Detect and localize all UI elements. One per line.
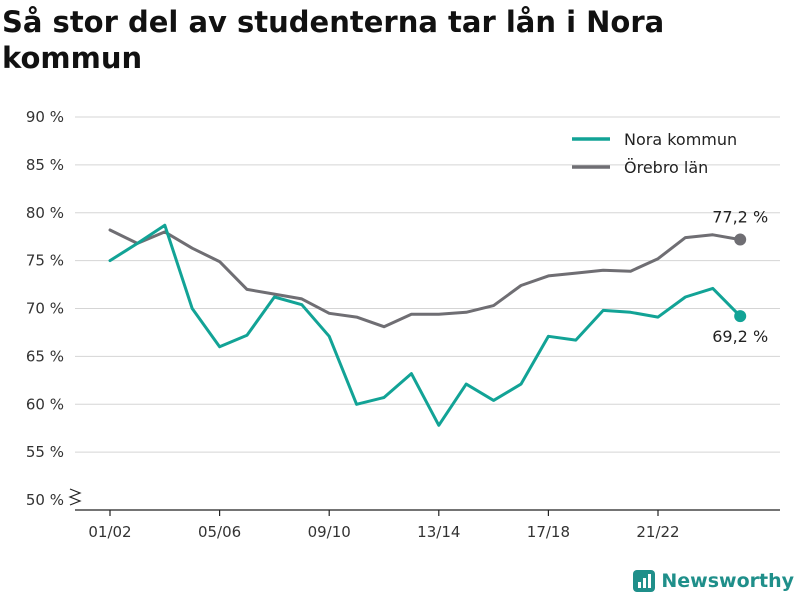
end-value-label: 77,2 % (712, 208, 768, 227)
legend-label: Örebro län (624, 158, 708, 177)
series-line-orebro (108, 228, 742, 329)
y-tick-label: 80 % (26, 204, 64, 222)
y-tick-label: 60 % (26, 395, 64, 413)
x-tick-label: 17/18 (527, 523, 570, 541)
axis-break-icon (68, 488, 82, 506)
x-tick-label: 09/10 (308, 523, 351, 541)
end-marker (734, 310, 747, 323)
gridlines (75, 116, 780, 453)
y-tick-label: 70 % (26, 300, 64, 318)
y-tick-label: 50 % (26, 491, 64, 509)
series-line-nora (108, 223, 742, 427)
bar-chart-icon (633, 570, 656, 592)
y-tick-label: 65 % (26, 347, 64, 365)
end-marker (734, 233, 747, 246)
end-value-label: 69,2 % (712, 327, 768, 346)
y-tick-label: 75 % (26, 252, 64, 270)
x-axis: 01/02 05/06 09/10 13/14 17/18 21/22 (75, 509, 780, 541)
series-lines (108, 223, 742, 427)
brand-name: Newsworthy (661, 570, 794, 592)
x-tick-label: 01/02 (88, 523, 131, 541)
newsworthy-logo: Newsworthy (633, 570, 794, 592)
x-tick-label: 05/06 (198, 523, 241, 541)
y-tick-label: 90 % (26, 108, 64, 126)
legend-label: Nora kommun (624, 130, 737, 149)
end-markers: 77,2 % 69,2 % (712, 208, 768, 347)
y-tick-label: 55 % (26, 443, 64, 461)
x-tick-label: 21/22 (636, 523, 679, 541)
y-tick-label: 85 % (26, 156, 64, 174)
y-axis-tick-labels: 50 % 55 % 60 % 65 % 70 % 75 % 80 % 85 % 90 % (26, 108, 82, 509)
legend: Nora kommun Örebro län (572, 130, 737, 177)
x-tick-label: 13/14 (417, 523, 460, 541)
chart-title: Så stor del av studenterna tar lån i Nor… (2, 5, 665, 75)
